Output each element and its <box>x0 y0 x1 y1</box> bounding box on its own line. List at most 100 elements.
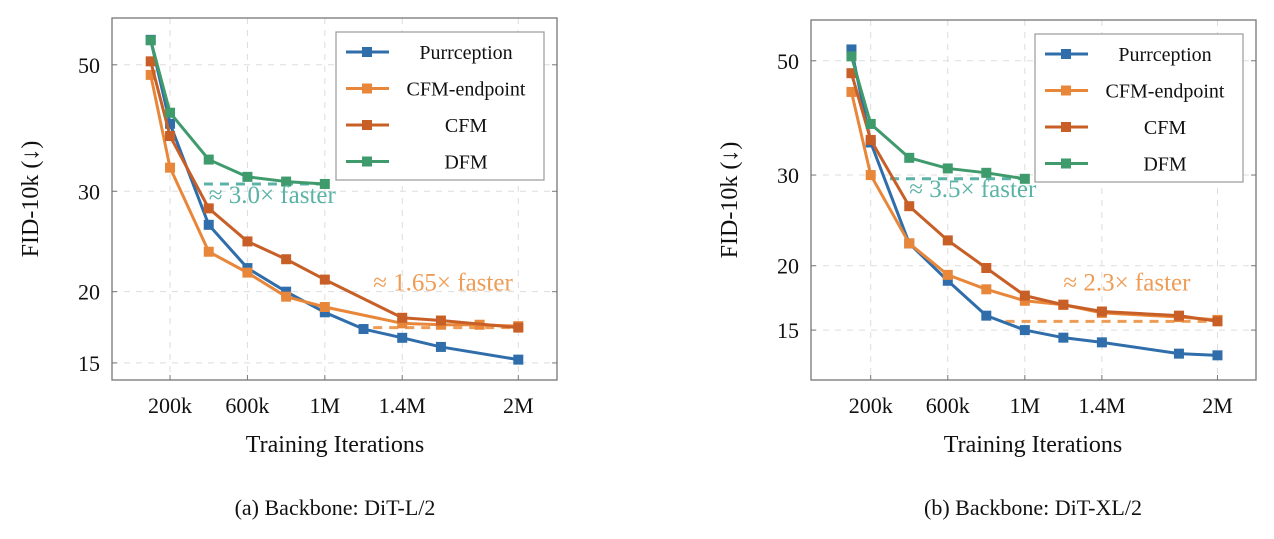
legend-marker-cfm-endpoint <box>362 83 372 94</box>
legend-label: CFM <box>1144 117 1186 139</box>
series-line-dfm <box>850 55 1026 181</box>
data-point-purrception <box>319 307 330 318</box>
legend-marker-dfm <box>1061 158 1071 169</box>
data-point-purrception <box>981 310 992 321</box>
series-line-cfm-endpoint <box>149 74 519 328</box>
data-point-dfm <box>981 167 992 178</box>
legend-marker-purrception <box>1061 49 1071 59</box>
data-point-dfm <box>904 152 915 163</box>
series-line-dfm <box>149 39 325 186</box>
x-tick-label: 200k <box>148 393 192 418</box>
data-point-cfm <box>281 254 292 265</box>
data-point-cfm <box>397 312 408 323</box>
data-point-cfm <box>846 68 857 79</box>
data-point-cfm-endpoint <box>942 269 953 280</box>
data-point-cfm <box>145 56 156 67</box>
data-point-purrception <box>1173 348 1184 359</box>
data-point-cfm <box>1019 290 1030 301</box>
data-point-purrception <box>1019 325 1030 336</box>
figure-caption: (b) Backbone: DiT-XL/2 <box>924 495 1142 520</box>
data-point-cfm-endpoint <box>281 291 292 302</box>
data-point-dfm <box>242 171 253 182</box>
data-point-cfm <box>942 235 953 246</box>
data-point-cfm-endpoint <box>319 302 330 313</box>
data-point-purrception <box>281 286 292 297</box>
data-point-cfm <box>1212 316 1223 327</box>
speedup-annotation: ≈ 1.65× faster <box>373 269 513 296</box>
data-point-cfm <box>1058 299 1069 310</box>
y-tick-label: 30 <box>78 179 100 204</box>
x-tick-label: 600k <box>926 393 970 418</box>
y-tick-label: 50 <box>78 53 100 78</box>
series-line-cfm <box>850 72 1218 323</box>
data-point-dfm <box>145 35 156 46</box>
data-point-cfm-endpoint <box>865 170 876 181</box>
y-tick-label: 15 <box>777 318 799 343</box>
plot-area <box>111 17 558 381</box>
legend-marker-cfm <box>1061 122 1071 132</box>
x-axis-label: Training Iterations <box>944 432 1122 458</box>
x-axis-label: Training Iterations <box>246 432 424 458</box>
data-point-purrception <box>846 44 857 55</box>
data-point-purrception <box>203 219 214 230</box>
figure-caption: (a) Backbone: DiT-L/2 <box>235 495 436 520</box>
data-point-purrception <box>165 118 176 129</box>
data-point-cfm-endpoint <box>1019 295 1030 306</box>
y-tick-label: 20 <box>78 280 100 305</box>
legend-marker-cfm <box>362 120 372 130</box>
x-tick-label: 1.4M <box>1078 393 1125 418</box>
y-tick-label: 20 <box>777 254 799 279</box>
x-tick-label: 200k <box>849 393 893 418</box>
data-point-purrception <box>942 275 953 286</box>
legend-label: CFM-endpoint <box>1106 81 1225 103</box>
data-point-cfm <box>1173 310 1184 321</box>
data-point-purrception <box>1212 350 1223 361</box>
chart-a: 200k 600k 1M 1.4M 2M 50 30 20 15 ≈ 3.0× faster ≈ 1… <box>18 17 558 520</box>
data-point-cfm <box>242 236 253 247</box>
data-point-purrception <box>435 341 446 352</box>
data-point-purrception <box>397 332 408 343</box>
data-point-dfm <box>203 154 214 165</box>
legend-label: Purrception <box>1118 44 1211 66</box>
y-tick-label: 15 <box>78 351 100 376</box>
data-point-dfm <box>846 51 857 62</box>
y-axis-label: FID-10k (↓) <box>717 142 743 259</box>
data-point-cfm <box>165 131 176 142</box>
data-point-dfm <box>165 107 176 118</box>
data-point-cfm-endpoint <box>203 246 214 257</box>
data-point-cfm <box>435 315 446 326</box>
data-point-purrception <box>1058 332 1069 343</box>
data-point-cfm <box>513 322 524 333</box>
legend-marker-purrception <box>362 47 372 57</box>
data-point-cfm-endpoint <box>145 69 156 80</box>
data-point-purrception <box>513 354 524 365</box>
data-point-cfm <box>319 274 330 285</box>
speedup-annotation: ≈ 3.5× faster <box>909 176 1037 203</box>
data-point-dfm <box>1019 173 1030 184</box>
data-point-cfm <box>1096 306 1107 317</box>
x-tick-label: 600k <box>225 393 269 418</box>
data-point-cfm-endpoint <box>397 318 408 329</box>
data-point-cfm <box>904 201 915 212</box>
data-point-dfm <box>281 176 292 187</box>
legend-marker-cfm-endpoint <box>1061 85 1071 96</box>
legend-label: DFM <box>444 152 488 174</box>
legend-label: DFM <box>1143 154 1187 176</box>
series-line-purrception <box>849 49 1218 357</box>
y-axis-label: FID-10k (↓) <box>18 141 44 258</box>
x-tick-label: 1.4M <box>379 393 426 418</box>
y-tick-label: 30 <box>777 163 799 188</box>
speedup-annotation: ≈ 2.3× faster <box>1063 270 1191 297</box>
data-point-cfm-endpoint <box>242 267 253 278</box>
x-tick-label: 2M <box>503 393 534 418</box>
data-point-dfm <box>942 163 953 174</box>
legend: Purrception CFM-endpoint CFM DFM <box>335 31 545 181</box>
x-tick-label: 1M <box>310 393 341 418</box>
legend-marker-dfm <box>362 156 372 167</box>
data-point-cfm-endpoint <box>981 284 992 295</box>
y-tick-label: 50 <box>777 49 799 74</box>
data-point-cfm-endpoint <box>846 86 857 97</box>
legend-label: Purrception <box>419 42 512 64</box>
x-tick-label: 2M <box>1202 393 1233 418</box>
